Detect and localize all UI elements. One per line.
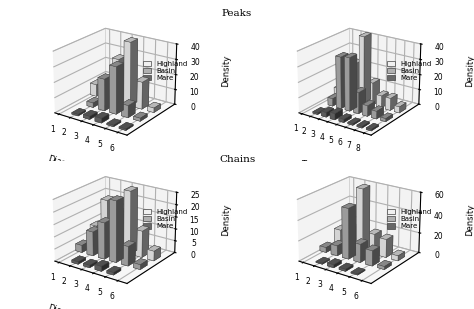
- Legend: Highland, Basin, Mare: Highland, Basin, Mare: [141, 59, 189, 83]
- Legend: Highland, Basin, Mare: Highland, Basin, Mare: [385, 59, 433, 83]
- X-axis label: Diameter: Diameter: [46, 154, 86, 175]
- Legend: Highland, Basin, Mare: Highland, Basin, Mare: [141, 208, 189, 231]
- Text: Peaks: Peaks: [222, 9, 252, 18]
- X-axis label: Type: Type: [301, 160, 320, 169]
- Legend: Highland, Basin, Mare: Highland, Basin, Mare: [385, 208, 433, 231]
- X-axis label: Diameter: Diameter: [46, 303, 86, 309]
- Text: Chains: Chains: [219, 154, 255, 163]
